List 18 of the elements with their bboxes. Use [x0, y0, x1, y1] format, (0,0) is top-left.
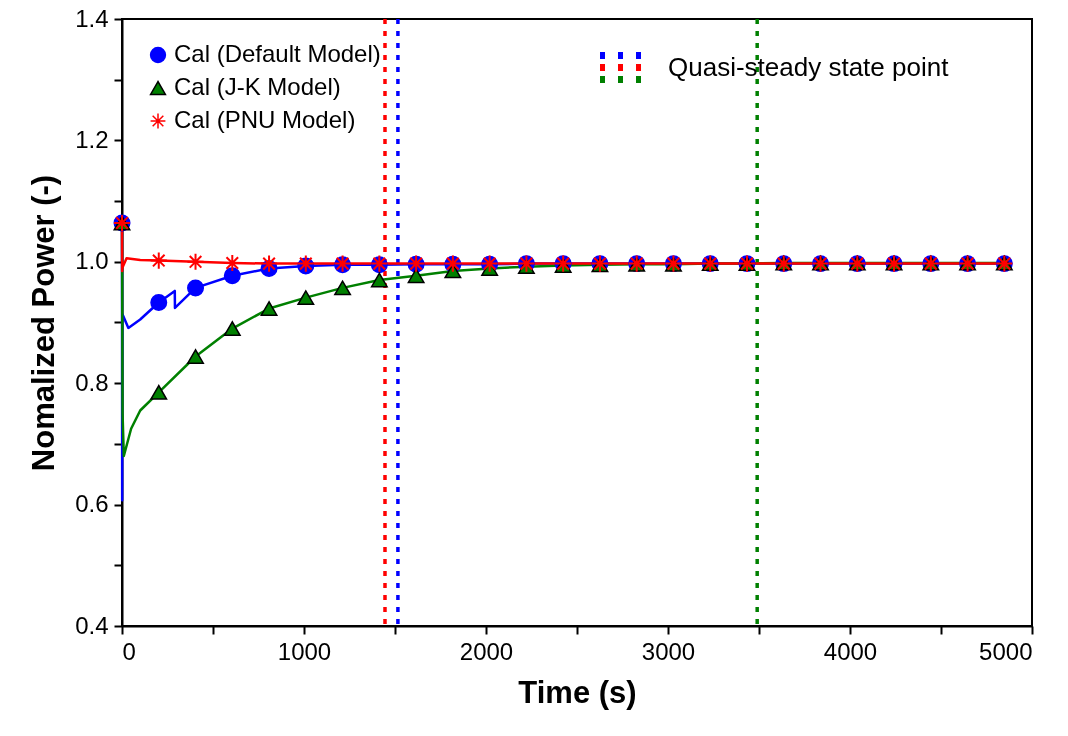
x-tick-label: 1000 — [277, 637, 332, 665]
legend-label: Cal (Default Model) — [174, 40, 381, 67]
x-tick-label: 2000 — [459, 637, 514, 665]
x-tick-label: 5000 — [979, 637, 1033, 665]
y-tick-label: 0.6 — [75, 490, 109, 518]
y-axis-title: Nomalized Power (-) — [26, 174, 62, 472]
x-tick-label: 0 — [122, 637, 136, 665]
x-tick-label: 4000 — [823, 637, 878, 665]
annotation: Quasi-steady state point — [668, 52, 949, 83]
x-tick-label: 3000 — [641, 637, 696, 665]
y-tick-label: 0.8 — [75, 368, 109, 396]
y-tick-label: 1.0 — [75, 247, 109, 275]
legend-label: Cal (PNU Model) — [174, 106, 356, 133]
x-axis-title: Time (s) — [518, 674, 637, 710]
y-tick-label: 1.4 — [75, 4, 109, 32]
y-tick-label: 1.2 — [75, 125, 109, 153]
legend-label: Cal (J-K Model) — [174, 73, 341, 100]
y-tick-label: 0.4 — [75, 611, 109, 639]
